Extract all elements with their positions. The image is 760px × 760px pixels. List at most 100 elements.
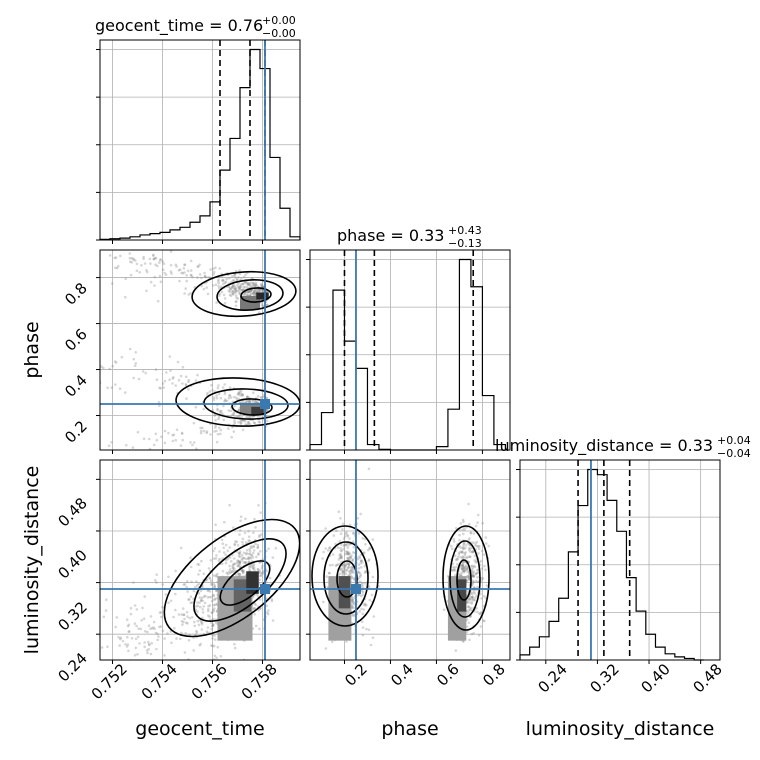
scatter-point <box>126 643 130 646</box>
scatter-point <box>237 392 240 395</box>
scatter-point <box>239 389 243 393</box>
scatter-point <box>244 273 247 277</box>
scatter-point <box>472 574 476 578</box>
scatter-point <box>477 547 481 551</box>
scatter-point <box>238 562 242 565</box>
scatter-point <box>357 593 360 597</box>
scatter-point <box>219 428 222 432</box>
scatter-point <box>232 293 235 296</box>
scatter-point <box>454 574 457 577</box>
scatter-point <box>482 594 486 598</box>
scatter-point <box>155 378 159 382</box>
scatter-point <box>345 550 348 553</box>
scatter-point <box>367 559 370 563</box>
scatter-point <box>159 387 162 390</box>
scatter-point <box>197 623 201 627</box>
scatter-point <box>343 567 347 570</box>
scatter-point <box>351 614 355 617</box>
contour-level <box>191 270 297 318</box>
scatter-point <box>199 589 203 593</box>
scatter-point <box>473 565 477 569</box>
scatter-point <box>239 519 242 523</box>
scatter-point <box>142 255 145 259</box>
scatter-point <box>456 562 459 566</box>
scatter-point <box>465 565 469 569</box>
scatter-point <box>460 563 464 567</box>
scatter-point <box>199 620 203 624</box>
scatter-point <box>209 268 212 271</box>
x-axis-label-geocent-time: geocent_time <box>135 718 264 740</box>
x-tick-labels-phase: 0.2 0.4 0.6 0.8 <box>341 660 509 690</box>
scatter-point <box>126 635 129 639</box>
scatter-point <box>468 577 471 581</box>
scatter-point <box>339 552 343 556</box>
scatter-point <box>231 291 234 295</box>
scatter-point <box>243 561 247 565</box>
scatter-point <box>252 291 256 294</box>
scatter-point <box>161 583 164 586</box>
scatter-point <box>206 391 209 395</box>
scatter-point <box>351 605 354 609</box>
scatter-point <box>201 586 204 589</box>
scatter-point <box>120 355 124 359</box>
scatter-point <box>238 529 242 532</box>
scatter-point <box>238 560 241 563</box>
scatter-point <box>468 607 472 610</box>
scatter-point <box>125 618 129 621</box>
scatter-point <box>351 598 354 602</box>
scatter-point <box>199 642 202 646</box>
scatter-point <box>352 606 355 610</box>
y-tick-labels-phase: 0.2 0.4 0.6 0.8 <box>61 279 91 447</box>
scatter-point <box>247 399 251 403</box>
scatter-point <box>166 632 169 635</box>
scatter-point <box>228 571 232 575</box>
scatter-point <box>143 641 146 644</box>
scatter-point <box>196 604 200 608</box>
scatter-point <box>215 575 218 578</box>
scatter-point <box>233 543 237 547</box>
scatter-point <box>339 517 342 520</box>
scatter-point <box>247 557 250 561</box>
scatter-point <box>232 526 235 529</box>
scatter-point <box>251 556 255 559</box>
scatter-point <box>334 564 338 568</box>
scatter-point <box>233 285 237 289</box>
scatter-point <box>467 538 470 542</box>
scatter-point <box>188 616 192 620</box>
scatter-point <box>256 394 260 398</box>
panel-frame <box>99 249 301 451</box>
scatter-point <box>208 604 212 607</box>
scatter-point <box>163 441 167 445</box>
scatter-point <box>361 626 365 629</box>
scatter-point <box>243 420 247 423</box>
scatter-point <box>485 584 489 587</box>
scatter-point <box>150 641 153 645</box>
scatter-point <box>246 420 250 424</box>
scatter-point <box>238 561 241 565</box>
scatter-point <box>155 647 158 651</box>
scatter-point <box>152 257 156 261</box>
scatter-point <box>210 383 213 387</box>
scatter-point <box>235 296 238 300</box>
scatter-point <box>217 281 220 285</box>
scatter-point <box>105 598 108 601</box>
scatter-point <box>213 654 217 658</box>
scatter-point <box>480 576 484 580</box>
scatter-point <box>249 552 252 556</box>
scatter-point <box>214 283 218 287</box>
scatter-point <box>242 556 245 560</box>
scatter-point <box>453 567 456 570</box>
scatter-point <box>237 421 240 424</box>
scatter-point <box>328 546 331 550</box>
scatter-point <box>339 532 343 535</box>
scatter-point <box>225 277 228 281</box>
scatter-point <box>357 532 361 535</box>
scatter-point <box>467 555 470 559</box>
scatter-point <box>167 431 170 435</box>
scatter-point <box>238 269 241 272</box>
scatter-point <box>241 419 244 422</box>
scatter-point <box>479 559 483 563</box>
histogram-step <box>99 48 301 240</box>
scatter-point <box>191 443 194 447</box>
scatter-point <box>152 253 155 257</box>
